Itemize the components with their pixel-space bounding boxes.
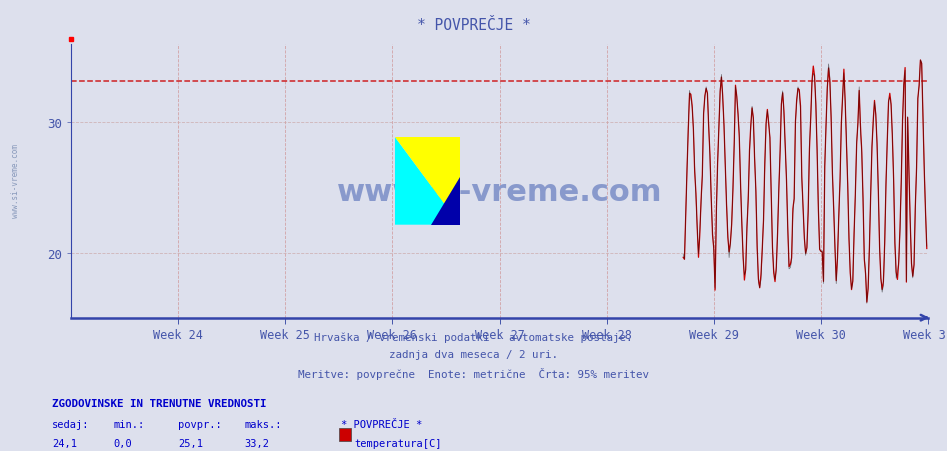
Text: Meritve: povprečne  Enote: metrične  Črta: 95% meritev: Meritve: povprečne Enote: metrične Črta:… [298,368,649,380]
Text: min.:: min.: [114,419,145,429]
Text: maks.:: maks.: [244,419,282,429]
Text: povpr.:: povpr.: [178,419,222,429]
Text: 33,2: 33,2 [244,438,269,448]
Text: Hrvaška / vremenski podatki - avtomatske postaje.: Hrvaška / vremenski podatki - avtomatske… [314,331,633,342]
Text: sedaj:: sedaj: [52,419,90,429]
Text: 24,1: 24,1 [52,438,77,448]
Text: ZGODOVINSKE IN TRENUTNE VREDNOSTI: ZGODOVINSKE IN TRENUTNE VREDNOSTI [52,398,267,408]
Text: 0,0: 0,0 [114,438,133,448]
Polygon shape [395,138,460,225]
Polygon shape [395,138,460,225]
Text: 25,1: 25,1 [178,438,203,448]
Text: www.si-vreme.com: www.si-vreme.com [337,178,662,207]
Text: zadnja dva meseca / 2 uri.: zadnja dva meseca / 2 uri. [389,350,558,359]
Text: * POVPREČJE *: * POVPREČJE * [341,419,422,429]
Text: * POVPREČJE *: * POVPREČJE * [417,18,530,33]
Text: temperatura[C]: temperatura[C] [354,438,441,448]
Polygon shape [431,177,460,225]
Text: www.si-vreme.com: www.si-vreme.com [10,143,20,217]
